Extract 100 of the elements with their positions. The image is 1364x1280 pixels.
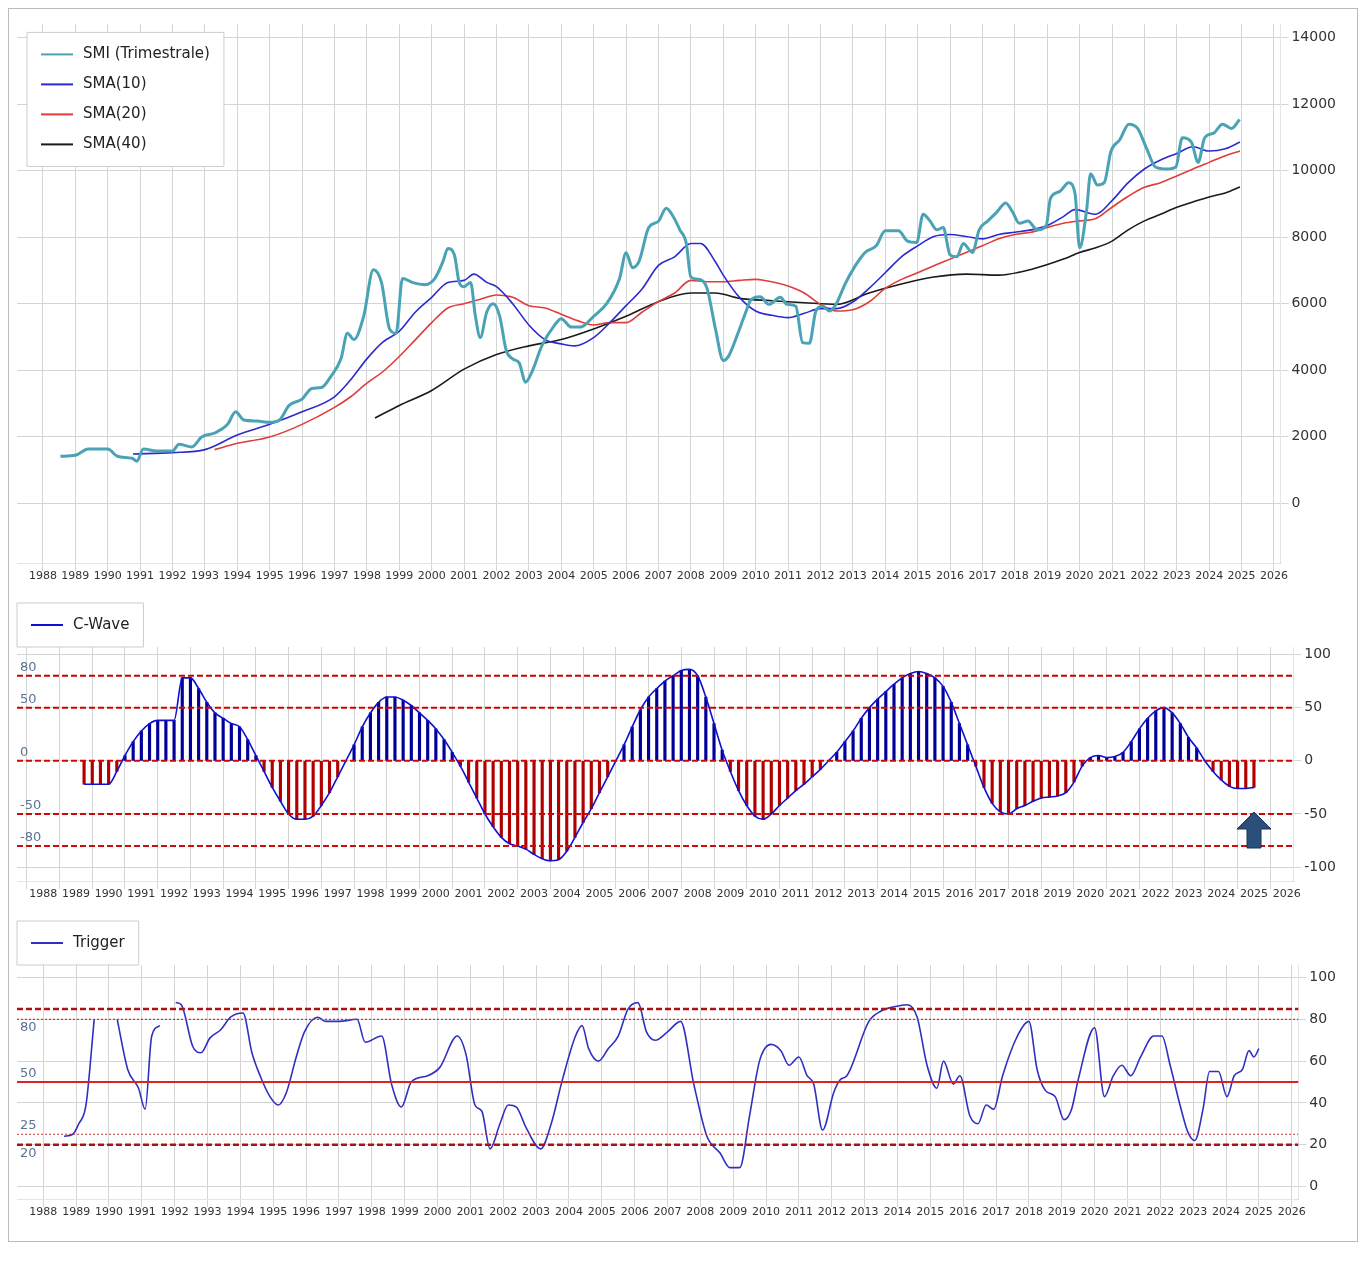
x-tick-label: 2009 <box>709 569 738 583</box>
x-tick-label: 1990 <box>93 569 122 583</box>
x-tick-label: 2002 <box>487 887 516 901</box>
y-tick-label: 0 <box>1304 751 1314 768</box>
y-tick-label: 100 <box>1309 968 1337 985</box>
x-tick-label: 1995 <box>255 569 284 583</box>
x-tick-label: 1989 <box>62 1205 91 1219</box>
x-tick-label: 2007 <box>644 569 673 583</box>
x-tick-label: 2016 <box>945 887 974 901</box>
x-tick-label: 2025 <box>1244 1205 1273 1219</box>
x-tick-label: 2012 <box>814 887 843 901</box>
x-tick-label: 2013 <box>850 1205 879 1219</box>
x-tick-label: 2000 <box>423 1205 452 1219</box>
x-tick-label: 1990 <box>94 1205 123 1219</box>
x-tick-label: 1990 <box>94 887 123 901</box>
x-tick-label: 2019 <box>1047 1205 1076 1219</box>
x-tick-label: 2003 <box>522 1205 551 1219</box>
y-tick-label: 50 <box>1304 698 1323 715</box>
x-tick-label: 1995 <box>258 887 287 901</box>
x-tick-label: 1994 <box>223 569 252 583</box>
x-tick-label: 2021 <box>1098 569 1126 583</box>
x-tick-label: 1997 <box>323 887 352 901</box>
x-tick-label: 2007 <box>650 887 679 901</box>
x-tick-label: 1994 <box>226 1205 255 1219</box>
x-tick-label: 2010 <box>741 569 770 583</box>
x-tick-label: 1991 <box>127 887 156 901</box>
x-tick-label: 2015 <box>912 887 941 901</box>
y-tick-label: 8000 <box>1291 227 1328 244</box>
y-tick-label: 20 <box>1309 1135 1328 1152</box>
x-tick-label: 2016 <box>936 569 965 583</box>
x-tick-label: 1999 <box>385 569 414 583</box>
x-tick-label: 2003 <box>514 569 543 583</box>
x-tick-label: 2022 <box>1130 569 1159 583</box>
ref-line-label: 20 <box>20 1144 37 1160</box>
x-tick-label: 2018 <box>1000 569 1029 583</box>
x-tick-label: 2004 <box>554 1205 583 1219</box>
x-tick-label: 2008 <box>676 569 705 583</box>
x-tick-label: 2005 <box>579 569 608 583</box>
x-tick-label: 1989 <box>61 887 90 901</box>
x-tick-label: 2006 <box>618 887 647 901</box>
x-tick-label: 2004 <box>552 887 581 901</box>
x-tick-label: 1998 <box>352 569 381 583</box>
x-tick-label: 2011 <box>781 887 810 901</box>
x-tick-label: 1999 <box>389 887 418 901</box>
x-tick-label: 2014 <box>880 887 908 901</box>
x-tick-label: 2006 <box>620 1205 649 1219</box>
legend-label: SMI (Trimestrale) <box>83 44 210 63</box>
x-tick-label: 2026 <box>1277 1205 1306 1219</box>
x-tick-label: 2009 <box>719 1205 748 1219</box>
legend-label: C-Wave <box>73 614 130 633</box>
y-tick-label: 14000 <box>1291 28 1337 45</box>
y-tick-label: 4000 <box>1291 360 1328 377</box>
y-tick-label: 60 <box>1309 1051 1328 1068</box>
x-tick-label: 2001 <box>456 1205 485 1219</box>
x-tick-label: 2013 <box>847 887 876 901</box>
x-tick-label: 1993 <box>192 887 221 901</box>
x-tick-label: 2007 <box>653 1205 682 1219</box>
x-tick-label: 1991 <box>127 1205 156 1219</box>
x-tick-label: 2010 <box>752 1205 781 1219</box>
x-tick-label: 2005 <box>587 1205 616 1219</box>
x-tick-label: 2014 <box>883 1205 912 1219</box>
x-tick-label: 2020 <box>1080 1205 1109 1219</box>
x-tick-label: 1999 <box>390 1205 419 1219</box>
x-tick-label: 2023 <box>1162 569 1191 583</box>
x-tick-label: 2021 <box>1113 1205 1142 1219</box>
y-tick-label: 100 <box>1304 645 1331 662</box>
x-tick-label: 2019 <box>1033 569 1062 583</box>
ref-line-label: -80 <box>20 828 42 844</box>
x-tick-label: 2023 <box>1174 887 1203 901</box>
ref-line-label: 25 <box>20 1117 37 1133</box>
y-tick-label: 0 <box>1291 493 1301 510</box>
x-tick-label: 2024 <box>1212 1205 1240 1219</box>
x-tick-label: 1988 <box>29 887 58 901</box>
ref-line-label: 0 <box>20 743 29 759</box>
y-tick-label: 12000 <box>1291 94 1337 111</box>
y-tick-label: 40 <box>1309 1093 1328 1110</box>
x-tick-label: 2020 <box>1065 569 1094 583</box>
x-tick-label: 2026 <box>1272 887 1301 901</box>
x-tick-label: 2017 <box>978 887 1007 901</box>
x-tick-label: 1998 <box>356 887 385 901</box>
x-tick-label: 1997 <box>324 1205 353 1219</box>
x-tick-label: 2002 <box>489 1205 518 1219</box>
y-tick-label: -50 <box>1304 804 1328 821</box>
x-tick-label: 2024 <box>1195 569 1224 583</box>
x-tick-label: 2011 <box>774 569 803 583</box>
y-tick-label: 10000 <box>1291 161 1337 178</box>
ref-line-label: 50 <box>20 1064 37 1080</box>
x-tick-label: 2018 <box>1014 1205 1043 1219</box>
legend-label: Trigger <box>72 932 126 951</box>
x-tick-label: 1994 <box>225 887 254 901</box>
x-tick-label: 2026 <box>1259 569 1288 583</box>
x-tick-label: 1995 <box>259 1205 288 1219</box>
x-tick-label: 2011 <box>784 1205 813 1219</box>
x-tick-label: 2023 <box>1179 1205 1208 1219</box>
ref-line-label: 50 <box>20 690 37 706</box>
x-tick-label: 2000 <box>417 569 446 583</box>
x-tick-label: 1993 <box>190 569 219 583</box>
y-tick-label: 6000 <box>1291 294 1328 311</box>
x-tick-label: 2000 <box>421 887 450 901</box>
legend-label: SMA(40) <box>83 134 147 153</box>
